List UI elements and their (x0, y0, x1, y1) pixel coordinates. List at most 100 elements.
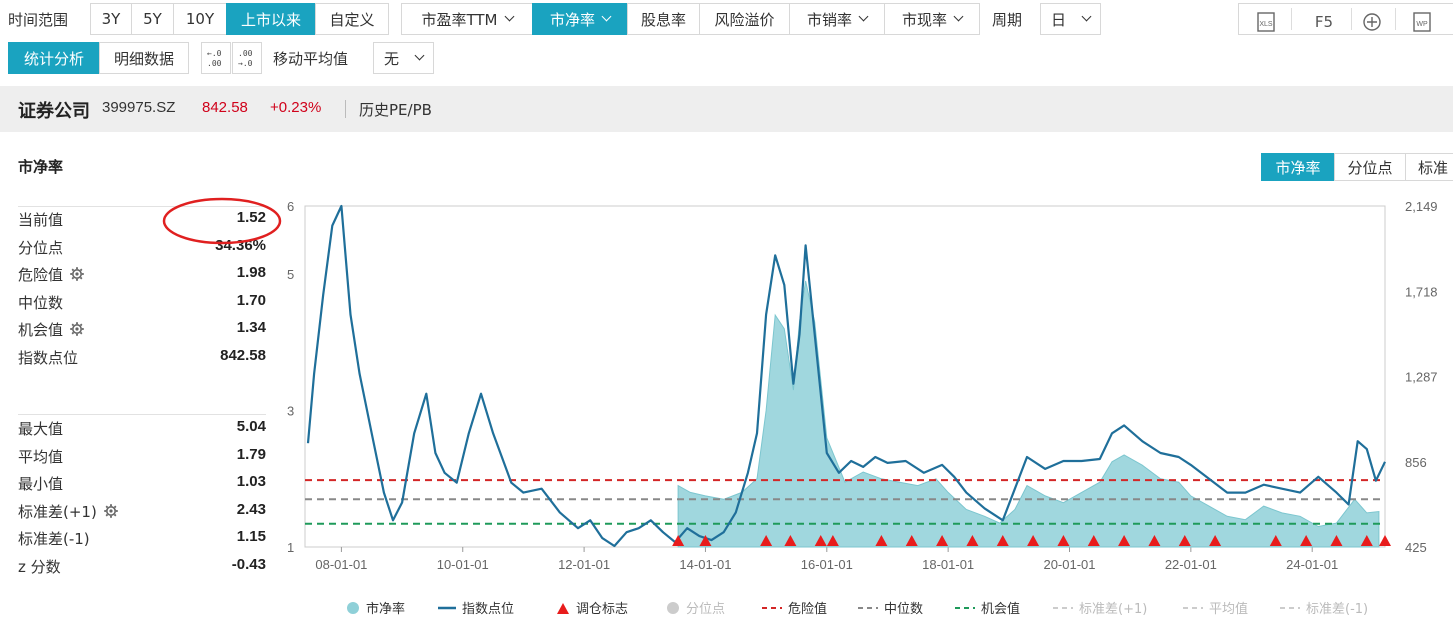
range-3y-button[interactable]: 3Y (90, 3, 132, 35)
rebalance-marker (996, 535, 1009, 546)
history-pe-pb-label: 历史PE/PB (359, 101, 432, 119)
legend-item[interactable]: 平均值 (1183, 598, 1248, 617)
divider (18, 414, 266, 415)
x-tick-label: 20-01-01 (1043, 557, 1095, 572)
metric-ps-label: 市销率 (806, 10, 852, 29)
range-10y-button[interactable]: 10Y (173, 3, 227, 35)
stat-value: 842.58 (220, 346, 266, 364)
tab-statistics[interactable]: 统计分析 (8, 42, 100, 74)
rebalance-marker (1178, 535, 1191, 546)
gear-icon[interactable] (69, 321, 85, 337)
rebalance-marker (1148, 535, 1161, 546)
stat-label-text: 标准差(-1) (18, 530, 90, 548)
legend-item[interactable]: 调仓标志 (556, 598, 628, 617)
rebalance-marker (1300, 535, 1313, 546)
legend-item[interactable]: 危险值 (762, 598, 827, 617)
stat-value: 2.43 (236, 500, 266, 518)
metric-pe-ttm-label: 市盈率TTM (421, 10, 498, 29)
legend-swatch (346, 601, 360, 615)
stat-label-text: 当前值 (18, 211, 64, 229)
stat-row: 最小值 1.03 (18, 473, 266, 495)
legend-item[interactable]: 分位点 (666, 598, 725, 617)
chevron-down-icon (504, 11, 514, 22)
y-right-tick-label: 1,287 (1405, 370, 1438, 385)
rebalance-marker (760, 535, 773, 546)
view-tab-percentile[interactable]: 分位点 (1334, 153, 1406, 181)
metric-pcf-dropdown[interactable]: 市现率 (884, 3, 980, 35)
rebalance-marker (1027, 535, 1040, 546)
legend-item[interactable]: 中位数 (858, 598, 923, 617)
period-dropdown[interactable]: 日 (1040, 3, 1101, 35)
stat-label-text: 分位点 (18, 238, 64, 257)
stat-label-text: 中位数 (18, 293, 64, 312)
gear-icon[interactable] (69, 266, 85, 282)
gear-icon[interactable] (103, 503, 119, 519)
metric-dividend-button[interactable]: 股息率 (627, 3, 700, 35)
stat-value: 1.34 (236, 319, 266, 336)
legend-label: 指数点位 (462, 602, 515, 617)
stat-label-text: 指数点位 (18, 348, 79, 367)
metric-pe-ttm-dropdown[interactable]: 市盈率TTM (401, 3, 533, 35)
range-custom-button[interactable]: 自定义 (315, 3, 389, 35)
stat-value: 1.79 (236, 445, 266, 463)
legend-label: 调仓标志 (576, 602, 629, 617)
metric-pb-dropdown[interactable]: 市净率 (532, 3, 628, 35)
index-info-bar: 证券公司 399975.SZ 842.58 +0.23% 历史PE/PB (0, 86, 1453, 132)
legend-item[interactable]: 市净率 (346, 598, 405, 617)
legend-item[interactable]: 机会值 (955, 598, 1020, 617)
divider (345, 100, 346, 118)
legend-label: 分位点 (686, 602, 726, 617)
stat-row: 机会值 1.34 (18, 319, 266, 341)
range-since-listing-button[interactable]: 上市以来 (226, 3, 316, 35)
chevron-down-icon (953, 11, 964, 22)
x-tick-label: 12-01-01 (558, 557, 610, 572)
period-value: 日 (1051, 10, 1067, 29)
rebalance-marker (672, 535, 685, 546)
view-tab-pb[interactable]: 市净率 (1261, 153, 1335, 181)
pb-area-series (677, 280, 1380, 548)
decimal-increase-button[interactable]: ←.0.00 (201, 42, 231, 74)
stat-row: 中位数 1.70 (18, 292, 266, 314)
rebalance-marker (905, 535, 918, 546)
legend-label: 机会值 (981, 602, 1021, 617)
legend-item[interactable]: 指数点位 (438, 598, 514, 617)
rebalance-marker (826, 535, 839, 546)
stat-value: 1.03 (236, 473, 266, 490)
stat-row: 平均值 1.79 (18, 446, 266, 468)
time-range-label: 时间范围 (8, 11, 69, 29)
tab-details[interactable]: 明细数据 (99, 42, 189, 74)
x-tick-label: 08-01-01 (315, 557, 367, 572)
metric-ps-dropdown[interactable]: 市销率 (789, 3, 885, 35)
stat-row: 指数点位 842.58 (18, 347, 266, 369)
legend-item[interactable]: 标准差(-1) (1280, 598, 1368, 617)
stat-label: 标准差(+1) (18, 501, 119, 522)
divider (1351, 8, 1352, 30)
decimal-decrease-button[interactable]: .00 →.0 (232, 42, 262, 74)
wps-icon[interactable]: WP (1407, 7, 1437, 37)
stat-label-text: 最小值 (18, 475, 64, 493)
metric-risk-premium-button[interactable]: 风险溢价 (699, 3, 790, 35)
rebalance-marker (1330, 535, 1343, 546)
moving-average-dropdown[interactable]: 无 (373, 42, 434, 74)
stat-label: 中位数 (18, 292, 63, 313)
rebalance-marker (875, 535, 888, 546)
view-tab-std[interactable]: 标准 (1405, 153, 1453, 181)
legend-item[interactable]: 标准差(+1) (1053, 598, 1147, 617)
stat-label: 最小值 (18, 473, 63, 494)
legend-swatch (1053, 601, 1073, 615)
period-label: 周期 (992, 11, 1023, 29)
f5-button[interactable]: F5 (1314, 13, 1334, 31)
y-left-tick-label: 3 (287, 404, 294, 419)
xls-icon[interactable]: XLS (1251, 7, 1281, 37)
rebalance-marker (1118, 535, 1131, 546)
legend-label: 市净率 (366, 602, 406, 617)
xls-icon-text: XLS (1259, 21, 1273, 28)
rebalance-marker (699, 535, 712, 546)
stat-label: 平均值 (18, 446, 63, 467)
y-left-tick-label: 1 (287, 540, 294, 555)
plus-icon[interactable] (1357, 7, 1387, 37)
legend-swatch (438, 601, 456, 615)
stat-label: 危险值 (18, 264, 85, 285)
index-name: 证券公司 (18, 101, 90, 122)
range-5y-button[interactable]: 5Y (131, 3, 174, 35)
